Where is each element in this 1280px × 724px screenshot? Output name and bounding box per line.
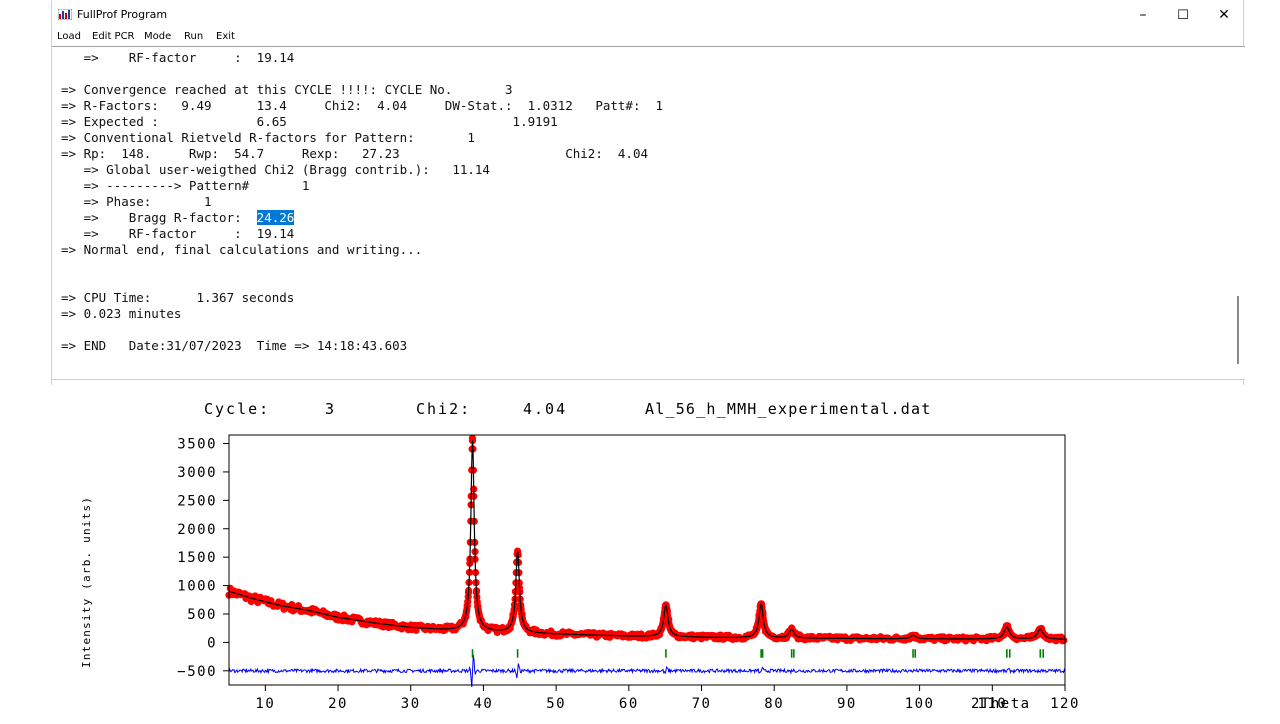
- console-line: => Rp: 148. Rwp: 54.7 Rexp: 27.23 Chi2: …: [61, 146, 648, 161]
- x-axis-label: 2Theta: [971, 696, 1031, 712]
- y-tick-label: −500: [177, 664, 217, 680]
- console-output[interactable]: => RF-factor : 19.14 => Convergence reac…: [52, 46, 1245, 380]
- plot-cycle-label: Cycle:: [204, 400, 270, 418]
- x-tick-label: 40: [474, 696, 494, 712]
- menu-bar: Load Edit PCR Mode Run Exit: [52, 30, 1243, 46]
- y-axis-label: Intensity (arb. units): [80, 496, 93, 668]
- y-tick-label: 0: [207, 635, 217, 651]
- plot-frame: [228, 434, 1066, 686]
- fullprof-app-icon: [58, 9, 72, 20]
- console-line: => END Date:31/07/2023 Time => 14:18:43.…: [61, 338, 408, 353]
- menu-run[interactable]: Run: [184, 31, 204, 42]
- minimize-icon: –: [1139, 7, 1147, 23]
- x-tick-label: 110: [977, 696, 1007, 712]
- maximize-button[interactable]: ☐: [1160, 0, 1206, 30]
- difference-line: [228, 654, 1066, 688]
- plot-chi2-label: Chi2:: [416, 400, 471, 418]
- menu-edit-pcr[interactable]: Edit PCR: [92, 31, 135, 42]
- scrollbar-thumb[interactable]: [1237, 296, 1239, 364]
- console-line-text: => Bragg R-factor:: [61, 210, 257, 225]
- y-tick-label: 3000: [177, 465, 217, 481]
- console-line: => Expected : 6.65 1.9191: [61, 114, 558, 129]
- console-line: => Convergence reached at this CYCLE !!!…: [61, 82, 513, 97]
- difference-curve: [228, 654, 1066, 688]
- x-tick-label: 10: [255, 696, 275, 712]
- x-tick-label: 100: [905, 696, 935, 712]
- window-title: FullProf Program: [77, 8, 168, 21]
- y-tick-label: 2000: [177, 522, 217, 538]
- menu-mode[interactable]: Mode: [144, 31, 172, 42]
- observed-point: [1060, 636, 1068, 644]
- pattern-plot: Cycle: 3 Chi2: 4.04 Al_56_h_MMH_experime…: [51, 385, 1244, 720]
- y-tick-label: 1000: [177, 579, 217, 595]
- rietveld-plot-svg: Cycle: 3 Chi2: 4.04 Al_56_h_MMH_experime…: [80, 400, 1080, 712]
- minimize-button[interactable]: –: [1120, 0, 1166, 30]
- console-line: => R-Factors: 9.49 13.4 Chi2: 4.04 DW-St…: [61, 98, 664, 113]
- y-tick-label: 500: [187, 607, 217, 623]
- x-tick-label: 80: [764, 696, 784, 712]
- observed-points: [225, 434, 1068, 645]
- console-line: => Global user-weigthed Chi2 (Bragg cont…: [61, 162, 490, 177]
- plot-chi2-value: 4.04: [523, 400, 567, 418]
- console-line: => RF-factor : 19.14: [61, 50, 295, 65]
- close-icon: ✕: [1218, 7, 1230, 23]
- console-scrollbar[interactable]: [1235, 46, 1241, 380]
- x-tick-label: 70: [692, 696, 712, 712]
- x-tick-label: 60: [619, 696, 639, 712]
- selected-text-highlight[interactable]: 24.26: [256, 210, 295, 225]
- menu-exit[interactable]: Exit: [216, 31, 235, 42]
- console-line-bragg: => Bragg R-factor: 24.26: [61, 210, 295, 226]
- maximize-icon: ☐: [1177, 7, 1189, 23]
- x-tick-label: 30: [401, 696, 421, 712]
- x-tick-label: 20: [328, 696, 348, 712]
- console-line: => 0.023 minutes: [61, 306, 182, 321]
- plot-cycle-value: 3: [325, 400, 336, 418]
- console-line: => Normal end, final calculations and wr…: [61, 242, 423, 257]
- bragg-positions: [471, 649, 1044, 658]
- x-tick-label: 50: [546, 696, 566, 712]
- title-bar: FullProf Program – ☐ ✕: [52, 0, 1243, 30]
- console-line: => Conventional Rietveld R-factors for P…: [61, 130, 475, 145]
- x-tick-label: 90: [837, 696, 857, 712]
- close-button[interactable]: ✕: [1201, 0, 1247, 30]
- y-tick-label: 2500: [177, 493, 217, 509]
- calculated-curve: [228, 440, 1065, 640]
- axis-ticks: 10 20 30 40 50 60 70 80 90 100 110 120 −500 0 500 1000 1…: [177, 437, 1080, 712]
- plot-filename: Al_56_h_MMH_experimental.dat: [645, 400, 931, 418]
- calculated-line: [228, 440, 1065, 640]
- x-tick-label: 120: [1050, 696, 1080, 712]
- console-line: => ---------> Pattern# 1: [61, 178, 310, 193]
- y-tick-label: 3500: [177, 437, 217, 453]
- y-tick-label: 1500: [177, 550, 217, 566]
- console-line: => RF-factor : 19.14: [61, 226, 295, 241]
- menu-load[interactable]: Load: [57, 31, 81, 42]
- console-line: => CPU Time: 1.367 seconds: [61, 290, 295, 305]
- console-line: => Phase: 1: [61, 194, 212, 209]
